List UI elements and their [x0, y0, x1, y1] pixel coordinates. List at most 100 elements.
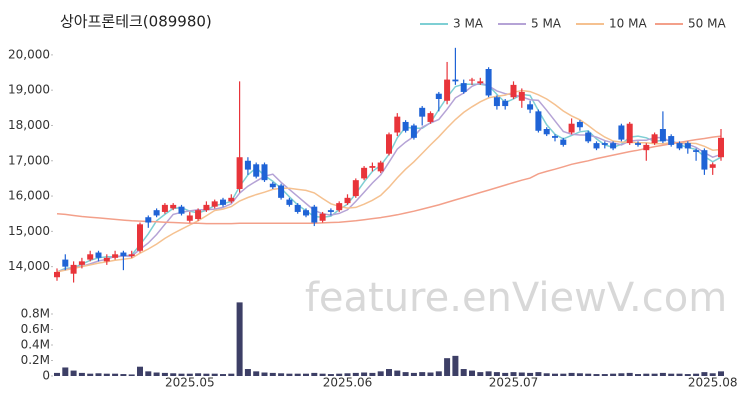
- volume-bar: [610, 373, 617, 376]
- candle-body: [54, 271, 60, 278]
- y-tick-label: 0.8M: [21, 307, 50, 321]
- y-tick-label: 20,000: [8, 47, 50, 61]
- y-tick-label: 18,000: [8, 118, 50, 132]
- volume-bar: [62, 367, 69, 376]
- candle-body: [618, 125, 625, 140]
- volume-bar: [518, 372, 525, 376]
- volume-bar: [244, 369, 251, 376]
- volume-bar: [552, 373, 558, 376]
- volume-bar: [278, 373, 285, 376]
- volume-bar: [668, 373, 675, 376]
- volume-bar: [336, 373, 343, 376]
- candle-body: [386, 134, 392, 154]
- volume-bar: [377, 371, 384, 376]
- volume-bar: [576, 373, 583, 376]
- volume-bar: [236, 302, 243, 376]
- volume-bar: [54, 372, 60, 376]
- candle-body: [195, 210, 202, 219]
- candle-body: [269, 183, 276, 188]
- volume-bar: [161, 372, 168, 376]
- volume-bar: [643, 373, 650, 376]
- candle-body: [70, 264, 77, 274]
- candle-body: [651, 134, 658, 144]
- candle-body: [336, 203, 343, 211]
- legend-label: 3 MA: [453, 17, 484, 31]
- volume-bar: [410, 372, 417, 376]
- candle-body: [303, 210, 309, 216]
- volume-bar: [203, 373, 210, 376]
- volume-bar: [311, 372, 318, 376]
- volume-bar: [70, 370, 77, 376]
- volume-bar: [211, 373, 218, 376]
- candle-body: [701, 150, 708, 170]
- candle-body: [659, 129, 666, 142]
- volume-bar: [543, 373, 550, 376]
- legend-label: 50 MA: [688, 17, 726, 31]
- candle-body: [186, 215, 193, 221]
- candle-body: [684, 143, 691, 149]
- candle-body: [402, 121, 409, 131]
- candle-body: [576, 121, 583, 128]
- volume-bar: [319, 373, 326, 376]
- y-tick-label: 17,000: [8, 153, 50, 167]
- candle-body: [693, 150, 700, 152]
- candle-body: [419, 107, 426, 117]
- y-tick-label: 0.2M: [21, 353, 50, 367]
- volume-bar: [220, 374, 226, 376]
- candle-body: [253, 164, 260, 177]
- ma-line: [56, 135, 722, 225]
- candle-body: [211, 201, 218, 207]
- volume-bar: [394, 370, 401, 376]
- candle-body: [137, 224, 143, 251]
- candle-body: [203, 204, 210, 211]
- candle-body: [460, 83, 467, 92]
- y-tick-label: 0: [42, 369, 50, 383]
- candle-body: [410, 125, 417, 138]
- volume-bar: [78, 372, 85, 376]
- candle-body: [435, 93, 442, 99]
- watermark: feature.enViewV.com: [305, 275, 727, 321]
- candle-body: [394, 116, 401, 133]
- candle-body: [178, 206, 185, 214]
- candle-body: [535, 111, 542, 131]
- candle-body: [668, 136, 675, 145]
- candle-body: [377, 162, 384, 172]
- volume-bar: [344, 373, 351, 376]
- candle-body: [469, 79, 475, 81]
- candle-body: [493, 97, 500, 107]
- volume-bar: [477, 372, 484, 376]
- volume-bar: [269, 372, 276, 376]
- volume-bar: [120, 374, 127, 376]
- ma-line: [56, 81, 722, 273]
- volume-bar: [112, 373, 119, 376]
- candle-body: [485, 69, 492, 96]
- volume-bar: [286, 373, 293, 376]
- x-tick-label: 2025.05: [165, 376, 215, 390]
- volume-bar: [294, 373, 301, 376]
- volume-bar: [352, 372, 359, 376]
- volume-bar: [701, 372, 708, 376]
- candle-body: [610, 143, 617, 149]
- candle-body: [145, 217, 152, 223]
- volume-bar: [128, 374, 135, 376]
- volume-bar: [178, 373, 185, 376]
- volume-bar: [327, 374, 334, 376]
- y-tick-label: 16,000: [8, 189, 50, 203]
- candle-body: [477, 81, 484, 84]
- volume-bar: [469, 370, 475, 376]
- candle-body: [311, 206, 318, 223]
- volume-bar: [659, 372, 666, 376]
- y-tick-label: 15,000: [8, 224, 50, 238]
- candle-body: [593, 143, 600, 149]
- candle-body: [585, 132, 592, 142]
- candle-body: [560, 139, 567, 145]
- candle-body: [643, 144, 650, 151]
- volume-bar: [369, 372, 376, 376]
- volume-bar: [502, 372, 509, 376]
- y-tick-label: 0.4M: [21, 338, 50, 352]
- candle-body: [510, 84, 517, 98]
- candle-body: [552, 136, 558, 138]
- candle-body: [427, 113, 434, 122]
- volume-bar: [95, 373, 102, 376]
